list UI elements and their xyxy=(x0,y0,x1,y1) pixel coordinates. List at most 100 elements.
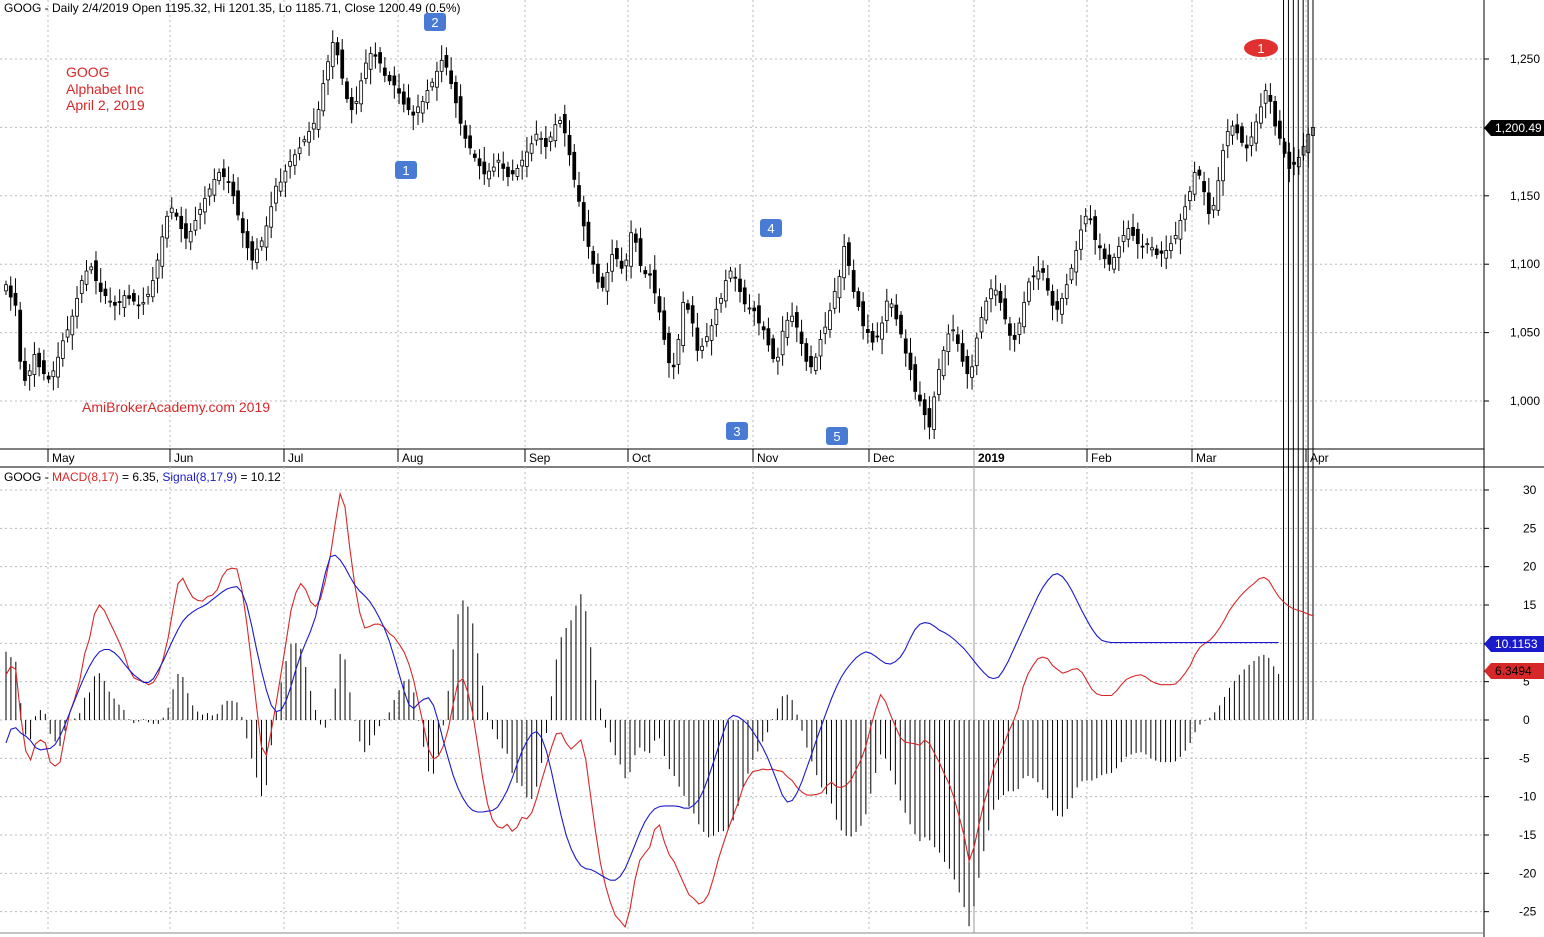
candle-body xyxy=(970,366,974,378)
candle-body xyxy=(1074,250,1079,273)
candle-body xyxy=(458,96,463,124)
candle-body xyxy=(785,319,790,338)
candle-body xyxy=(330,42,335,68)
candle-body xyxy=(558,120,562,124)
candle-body xyxy=(60,340,65,359)
candle-body xyxy=(79,280,84,294)
candle-body xyxy=(136,304,141,307)
candle-body xyxy=(709,325,714,341)
candle-body xyxy=(633,233,638,243)
candle-body xyxy=(553,124,558,142)
candle-body xyxy=(188,230,193,243)
candle-body xyxy=(577,185,581,202)
candle-body xyxy=(605,272,610,292)
candle-body xyxy=(250,241,255,261)
candle-body xyxy=(108,300,113,303)
candle-body xyxy=(1116,246,1121,258)
candle-body xyxy=(345,81,349,100)
candle-body xyxy=(354,101,359,104)
candle-body xyxy=(1055,301,1060,310)
candle-body xyxy=(46,375,51,380)
candle-body xyxy=(245,231,250,249)
candle-body xyxy=(880,322,884,340)
candle-body xyxy=(392,75,397,86)
candle-body xyxy=(1045,278,1050,291)
candle-body xyxy=(979,317,984,333)
candle-body xyxy=(752,307,757,312)
candle-body xyxy=(122,295,127,308)
candle-body xyxy=(420,101,425,114)
wave-label-4: 4 xyxy=(760,219,782,237)
x-tick-label: Nov xyxy=(757,451,778,465)
candle-body xyxy=(596,263,600,283)
candle-body xyxy=(255,248,259,263)
candle-body xyxy=(1211,204,1216,211)
candle-body xyxy=(307,131,311,143)
candle-body xyxy=(572,151,577,180)
annotation-date: April 2, 2019 xyxy=(66,97,145,113)
candle-body xyxy=(543,137,548,147)
candle-body xyxy=(259,240,264,248)
candle-body xyxy=(615,248,619,260)
candle-body xyxy=(179,215,184,230)
x-axis-labels: May Jun Jul Aug Sep Oct Nov Dec 2019 Feb Mar Apr xyxy=(52,451,1329,465)
candle-body xyxy=(813,356,818,371)
candle-body xyxy=(704,336,709,342)
candle-body xyxy=(1287,151,1292,169)
candle-body xyxy=(662,310,667,340)
candle-body xyxy=(231,181,236,197)
candle-body xyxy=(648,273,652,276)
candle-body xyxy=(23,360,27,381)
candle-body xyxy=(539,137,543,140)
candle-body xyxy=(1121,235,1126,242)
candle-body xyxy=(1169,243,1173,251)
price-tick-label: 1,000 xyxy=(1510,394,1540,408)
candle-body xyxy=(761,326,766,331)
candle-body xyxy=(794,312,799,328)
candle-body xyxy=(562,114,567,134)
candle-body xyxy=(482,161,487,175)
candle-body xyxy=(32,354,37,375)
candle-body xyxy=(875,335,880,338)
candle-body xyxy=(1164,250,1169,259)
candle-body xyxy=(861,301,865,327)
x-tick-label: Mar xyxy=(1196,451,1217,465)
candle-body xyxy=(1031,275,1036,278)
candle-body xyxy=(1003,298,1008,320)
candle-body xyxy=(127,295,131,299)
candle-body xyxy=(1192,172,1197,195)
candle-body xyxy=(515,168,520,177)
price-title: GOOG - Daily 2/4/2019 Open 1195.32, Hi 1… xyxy=(4,1,461,15)
candle-body xyxy=(1159,250,1164,254)
candle-body xyxy=(903,338,908,354)
candle-body xyxy=(832,291,837,309)
candle-body xyxy=(501,163,506,169)
candle-body xyxy=(927,408,932,428)
candle-body xyxy=(141,302,146,305)
price-tick-label: 1,250 xyxy=(1510,52,1540,66)
candle-body xyxy=(723,280,728,302)
candle-body xyxy=(264,225,269,248)
candle-body xyxy=(818,339,823,357)
candle-body xyxy=(160,236,165,267)
candle-body xyxy=(828,310,832,330)
candle-body xyxy=(1027,281,1031,302)
candle-body xyxy=(1064,284,1069,299)
candle-body xyxy=(856,291,861,308)
candle-body xyxy=(311,122,316,130)
candle-body xyxy=(326,61,330,81)
candle-body xyxy=(373,54,378,57)
price-tick-label: 1,100 xyxy=(1510,257,1540,271)
candle-body xyxy=(155,259,160,279)
candle-body xyxy=(667,332,671,364)
wave-label-2: 2 xyxy=(424,13,446,31)
candle-body xyxy=(600,276,605,288)
candle-body xyxy=(8,285,13,298)
candle-body xyxy=(676,339,681,365)
candle-body xyxy=(657,296,662,313)
candle-body xyxy=(1083,215,1088,225)
candle-body xyxy=(1188,191,1192,201)
candle-body xyxy=(340,49,345,79)
candle-body xyxy=(823,326,828,334)
x-tick-label: Apr xyxy=(1310,451,1329,465)
